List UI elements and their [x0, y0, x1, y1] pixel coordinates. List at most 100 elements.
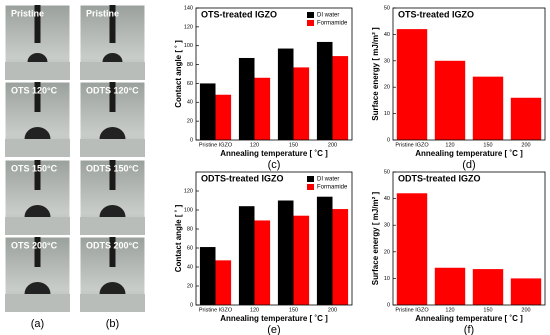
substrate	[5, 139, 70, 157]
x-tick-label: 120	[445, 307, 454, 313]
legend-swatch	[307, 184, 314, 190]
bar	[510, 278, 542, 305]
bar	[277, 48, 294, 140]
y-tick-label: 80	[187, 226, 193, 232]
x-tick-label: 150	[483, 142, 492, 148]
photo-label: ODTS 200°C	[86, 240, 139, 250]
y-tick-label: 40	[384, 196, 390, 202]
y-tick-label: 120	[184, 24, 193, 30]
y-tick-label: 140	[184, 5, 193, 11]
y-tick-label: 40	[384, 32, 390, 38]
panel-label: (c)	[268, 159, 281, 171]
y-tick-label: 30	[384, 58, 390, 64]
legend-label: DI water	[317, 13, 339, 19]
substrate	[5, 62, 70, 80]
needle	[109, 82, 116, 112]
x-tick-label: 200	[521, 142, 530, 148]
photo-label: OTS 150°C	[11, 163, 58, 173]
panel-label: (b)	[106, 318, 119, 330]
bar	[254, 77, 271, 140]
bar	[472, 269, 504, 305]
plot-frame	[392, 7, 546, 141]
bar	[254, 220, 271, 305]
plot-frame	[195, 7, 353, 141]
substrate	[5, 294, 70, 312]
bar	[293, 67, 310, 140]
x-tick-label: Pristine IGZO	[395, 307, 429, 313]
x-axis-label: Annealing temperature [ ˚C ]	[415, 314, 523, 323]
chart-title: OTS-treated IGZO	[398, 9, 474, 19]
y-axis-label: Surface energy [ mJ/m² ]	[371, 27, 380, 121]
panel-label: (f)	[464, 324, 474, 335]
photo-label: ODTS 120°C	[86, 85, 139, 95]
y-tick-label: 80	[187, 62, 193, 68]
y-tick-label: 20	[384, 85, 390, 91]
photo-label: ODTS 150°C	[86, 163, 139, 173]
bar	[396, 29, 428, 140]
y-tick-label: 10	[384, 111, 390, 117]
y-tick-label: 0	[387, 302, 390, 308]
needle	[109, 5, 116, 43]
needle	[109, 160, 116, 190]
chart-title: ODTS-treated IGZO	[398, 173, 481, 183]
x-tick-label: 200	[328, 307, 337, 313]
y-tick-label: 40	[187, 264, 193, 270]
plot-frame	[392, 171, 546, 306]
x-axis-label: Annealing temperature [ ˚C ]	[220, 149, 328, 158]
y-axis-label: Contact angle [ ˚ ]	[174, 204, 183, 272]
legend-swatch	[307, 12, 314, 18]
plot-frame	[195, 171, 353, 306]
y-tick-label: 0	[190, 302, 193, 308]
photo-label: Pristine	[86, 8, 119, 18]
bar	[434, 60, 466, 140]
bar	[238, 206, 255, 305]
bar	[215, 260, 232, 305]
bar	[472, 76, 504, 140]
photo-label: OTS 200°C	[11, 240, 58, 250]
bar	[316, 41, 333, 140]
y-tick-label: 120	[184, 188, 193, 194]
y-axis-label: Surface energy [ mJ/m² ]	[371, 191, 380, 285]
x-tick-label: Pristine IGZO	[395, 142, 429, 148]
x-axis-label: Annealing temperature [ ˚C ]	[415, 149, 523, 158]
y-tick-label: 50	[384, 169, 390, 175]
x-tick-label: 200	[328, 142, 337, 148]
needle	[34, 160, 41, 190]
bar	[199, 247, 216, 305]
x-tick-label: 150	[289, 307, 298, 313]
y-tick-label: 20	[187, 119, 193, 125]
y-tick-label: 20	[384, 249, 390, 255]
substrate	[5, 217, 70, 235]
legend-label: Formamide	[317, 21, 348, 27]
panel-label: (d)	[462, 159, 475, 171]
y-tick-label: 60	[187, 245, 193, 251]
bar	[316, 196, 333, 305]
y-tick-label: 0	[387, 137, 390, 143]
bar	[510, 97, 542, 140]
legend-swatch	[307, 20, 314, 26]
x-tick-label: 150	[289, 142, 298, 148]
bar	[434, 267, 466, 305]
chart-title: OTS-treated IGZO	[201, 9, 277, 19]
y-tick-label: 20	[187, 283, 193, 289]
x-tick-label: Pristine IGZO	[199, 142, 233, 148]
substrate	[80, 62, 145, 80]
bar	[396, 193, 428, 305]
bar	[293, 215, 310, 305]
legend-swatch	[307, 176, 314, 182]
y-tick-label: 60	[187, 81, 193, 87]
y-axis-label: Contact angle [ ˚ ]	[174, 40, 183, 108]
x-axis-label: Annealing temperature [ ˚C ]	[220, 314, 328, 323]
y-tick-label: 10	[384, 276, 390, 282]
chart-title: ODTS-treated IGZO	[201, 173, 284, 183]
y-tick-label: 100	[184, 43, 193, 49]
bar	[332, 209, 349, 305]
legend-label: DI water	[317, 177, 339, 183]
substrate	[80, 217, 145, 235]
needle	[34, 5, 41, 43]
x-tick-label: 120	[250, 142, 259, 148]
x-tick-label: 150	[483, 307, 492, 313]
bar	[199, 83, 216, 140]
x-tick-label: Pristine IGZO	[199, 307, 233, 313]
substrate	[80, 294, 145, 312]
